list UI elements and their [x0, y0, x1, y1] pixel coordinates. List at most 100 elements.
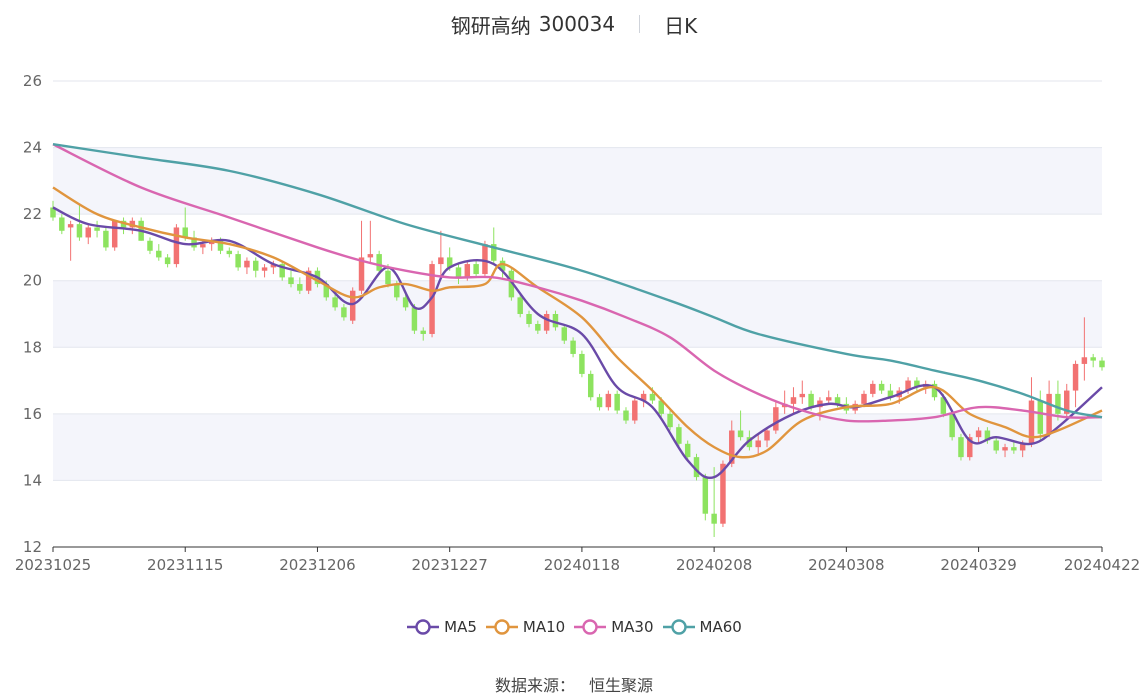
candle-body — [940, 397, 947, 414]
candle-body — [579, 353, 585, 374]
candle-body — [473, 264, 479, 275]
grid-band — [53, 147, 1102, 215]
candle-body — [552, 314, 559, 328]
candle-body — [543, 314, 550, 331]
candle-body — [535, 323, 541, 331]
candle-body — [67, 224, 74, 228]
y-tick-label: 24 — [23, 139, 42, 157]
x-tick-label: 20240208 — [676, 556, 752, 574]
candle-body — [208, 240, 215, 245]
chart-legend: MA5 MA10 MA30 MA60 — [0, 618, 1148, 636]
candle-body — [587, 373, 594, 398]
candle-body — [878, 383, 885, 391]
candle-body — [226, 250, 233, 255]
legend-label: MA10 — [522, 618, 566, 636]
kline-chart: 12 14 16 18 20 22 24 26 20231025 20231115 20231206… — [15, 72, 1140, 574]
candle-body — [1011, 447, 1017, 451]
chart-header: 钢研高纳 300034 日K — [0, 8, 1148, 40]
y-tick-label: 22 — [23, 205, 42, 223]
candle-body — [191, 237, 197, 248]
candle-body — [147, 240, 153, 251]
period-label[interactable]: 日K — [664, 13, 698, 38]
legend-marker-icon — [574, 619, 607, 635]
candle-body — [59, 217, 65, 231]
grid-band — [53, 413, 1102, 481]
candle-body — [1019, 443, 1026, 451]
legend-item-ma10[interactable]: MA10 — [485, 618, 565, 636]
candle-body — [1081, 357, 1088, 364]
candle-body — [164, 257, 171, 265]
candle-body — [438, 257, 444, 265]
candle-body — [349, 290, 356, 321]
x-tick-label: 20231227 — [412, 556, 488, 574]
legend-item-ma30[interactable]: MA30 — [573, 618, 654, 636]
candle-body — [834, 397, 841, 404]
x-tick-label: 20231025 — [15, 556, 91, 574]
legend-label: MA5 — [444, 618, 477, 636]
candle-body — [1002, 447, 1008, 451]
y-tick-label: 16 — [23, 405, 42, 423]
candle-body — [341, 307, 347, 318]
candle-body — [825, 397, 832, 401]
candle-body — [1028, 400, 1035, 444]
legend-marker-icon — [662, 619, 695, 635]
candle-body — [799, 393, 806, 398]
legend-label: MA60 — [699, 618, 742, 636]
candle-body — [746, 437, 753, 448]
legend-label: MA30 — [611, 618, 654, 636]
y-tick-label: 12 — [23, 538, 42, 556]
x-tick-label: 20240118 — [544, 556, 620, 574]
candle-body — [905, 380, 911, 391]
candle-body — [790, 397, 797, 404]
x-tick-label: 20240329 — [940, 556, 1016, 574]
source-value: 恒生聚源 — [589, 676, 654, 695]
candle-body — [235, 254, 241, 268]
legend-item-ma5[interactable]: MA5 — [406, 618, 477, 636]
candle-body — [261, 267, 268, 271]
data-source: 数据来源： 恒生聚源 — [0, 672, 1148, 696]
candle-body — [1055, 393, 1061, 414]
candle-body — [729, 430, 735, 464]
ma-line-ma30 — [52, 143, 1103, 423]
candle-body — [455, 267, 462, 278]
candle-body — [491, 244, 497, 261]
candle-body — [570, 340, 576, 354]
candle-body — [402, 297, 409, 308]
candle-body — [1037, 400, 1044, 434]
candle-body — [173, 227, 180, 265]
candle-body — [305, 270, 312, 291]
legend-item-ma60[interactable]: MA60 — [662, 618, 742, 636]
legend-marker-icon — [407, 619, 440, 635]
candle-body — [737, 430, 744, 438]
candle-body — [949, 413, 955, 438]
candle-body — [367, 254, 374, 258]
candle-body — [323, 284, 330, 298]
candle-body — [764, 430, 770, 441]
x-tick-label: 20240422 — [1064, 556, 1140, 574]
candle-body — [711, 513, 717, 524]
candle-body — [94, 227, 100, 231]
source-label: 数据来源： — [494, 676, 575, 695]
candle-body — [253, 260, 259, 271]
candle-body — [508, 270, 515, 298]
candle-body — [561, 327, 568, 341]
y-tick-label: 18 — [23, 338, 42, 356]
candle-body — [632, 400, 638, 421]
legend-marker-icon — [485, 619, 518, 635]
candle-body — [667, 413, 673, 428]
candle-body — [385, 270, 391, 285]
candle-body — [270, 264, 277, 268]
candle-body — [517, 297, 523, 314]
candle-body — [817, 400, 823, 408]
candle-body — [808, 393, 814, 408]
candle-body — [596, 397, 603, 408]
candle-body — [676, 427, 682, 444]
candle-body — [1090, 357, 1096, 361]
candle-body — [464, 264, 471, 278]
candle-body — [103, 230, 109, 248]
stock-name: 钢研高纳 — [450, 13, 531, 38]
candle-body — [358, 257, 365, 291]
candle-body — [702, 477, 709, 514]
x-tick-label: 20240308 — [808, 556, 884, 574]
candle-body — [967, 437, 973, 458]
